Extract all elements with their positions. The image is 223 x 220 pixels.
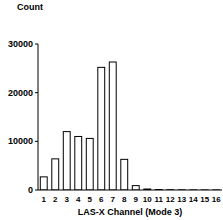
x-tick-label: 11: [155, 195, 164, 204]
y-tick-label: 20000: [8, 88, 33, 98]
bar: [132, 186, 139, 190]
x-tick-label: 8: [122, 195, 127, 204]
bar: [40, 177, 47, 190]
x-tick-label: 16: [212, 195, 221, 204]
x-tick-label: 13: [177, 195, 186, 204]
bar: [52, 159, 59, 190]
x-tick-label: 1: [42, 195, 47, 204]
y-axis-line: [38, 44, 39, 190]
y-tick: [35, 44, 38, 45]
y-tick-label: 10000: [8, 136, 33, 146]
chart-svg: 010000200003000012345678910111213141516C…: [0, 0, 223, 220]
x-tick-label: 9: [134, 195, 139, 204]
bar: [109, 62, 116, 190]
y-tick: [35, 190, 38, 191]
x-tick-label: 2: [53, 195, 58, 204]
x-tick-label: 10: [143, 195, 152, 204]
x-tick-label: 5: [88, 195, 93, 204]
x-axis-title: LAS-X Channel (Mode 3): [78, 207, 183, 217]
x-tick-label: 14: [189, 195, 198, 204]
bar: [86, 138, 93, 190]
x-tick-label: 6: [99, 195, 104, 204]
bar: [98, 67, 105, 190]
x-tick-label: 7: [111, 195, 116, 204]
x-tick-label: 12: [166, 195, 175, 204]
y-tick-label: 30000: [8, 39, 33, 49]
x-tick-label: 15: [200, 195, 209, 204]
bar: [75, 136, 82, 190]
x-axis-line: [38, 190, 222, 191]
bars: [40, 62, 219, 190]
y-axis-title: Count: [17, 2, 43, 12]
y-tick-label: 0: [28, 185, 33, 195]
bar: [121, 159, 128, 190]
bar: [63, 132, 70, 190]
y-tick: [35, 92, 38, 93]
x-tick-label: 3: [65, 195, 70, 204]
x-tick-label: 4: [76, 195, 81, 204]
chart-container: 010000200003000012345678910111213141516C…: [0, 0, 223, 220]
y-tick: [35, 141, 38, 142]
